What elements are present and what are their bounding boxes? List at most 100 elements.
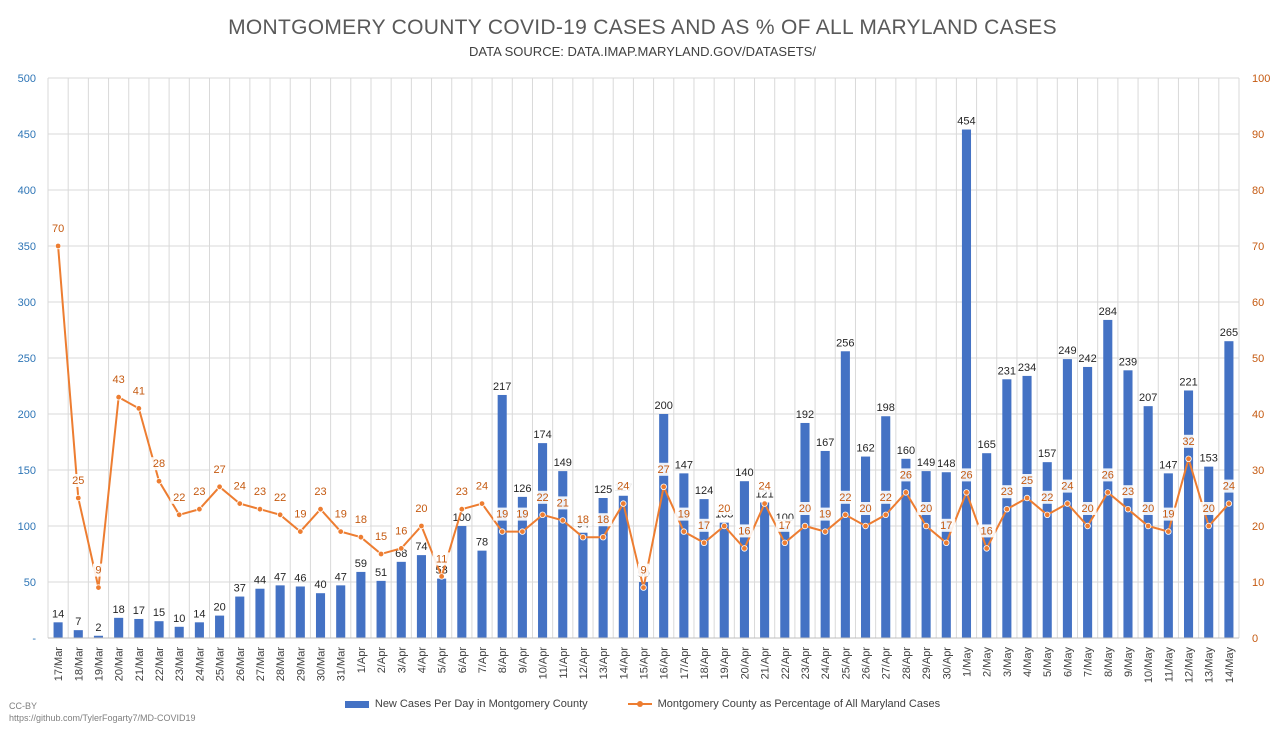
percent-point	[519, 528, 526, 535]
percent-value-label: 24	[1061, 481, 1073, 493]
x-tick-label: 2/Apr	[376, 647, 388, 674]
bar	[73, 630, 83, 638]
bar	[315, 593, 326, 638]
percent-value-label: 19	[335, 509, 347, 521]
y-left-tick-label: 350	[18, 241, 36, 253]
percent-value-label: 28	[153, 458, 165, 470]
bar	[134, 618, 144, 638]
percent-value-label: 17	[779, 520, 791, 532]
x-tick-label: 10/May	[1143, 647, 1155, 684]
x-tick-label: 15/Apr	[639, 647, 651, 680]
percent-point	[902, 489, 910, 496]
percent-label-bg	[695, 518, 714, 532]
x-tick-label: 7/May	[1083, 647, 1095, 677]
percent-point	[620, 500, 627, 507]
bar	[235, 596, 245, 638]
percent-value-label: 27	[658, 464, 670, 476]
bar	[376, 580, 386, 638]
x-tick-label: 23/Apr	[800, 647, 812, 680]
bar	[760, 502, 770, 638]
percent-label-bg	[816, 507, 835, 521]
percent-point	[1104, 489, 1111, 496]
percent-label-bg	[775, 518, 794, 532]
percent-point	[75, 494, 82, 502]
percent-value-label: 24	[758, 481, 770, 493]
bar-value-label: 7	[75, 616, 81, 628]
bar-value-label: 74	[415, 541, 427, 553]
bar-value-label: 40	[314, 579, 326, 591]
percent-value-label: 19	[294, 509, 306, 521]
bar	[780, 526, 790, 638]
percent-label-bg	[1159, 507, 1178, 521]
percent-point	[1144, 522, 1152, 530]
percent-point	[1084, 522, 1091, 530]
x-tick-label: 6/Apr	[457, 647, 469, 674]
percent-label-bg	[836, 490, 855, 504]
bar	[396, 561, 406, 638]
percent-label-bg	[1199, 502, 1218, 515]
bar	[659, 414, 669, 638]
percent-value-label: 22	[880, 492, 892, 504]
percent-point	[943, 539, 950, 546]
bar	[558, 471, 568, 638]
bar	[275, 585, 285, 638]
percent-point	[821, 528, 829, 535]
percent-point	[842, 511, 849, 518]
percent-value-label: 43	[113, 374, 125, 386]
legend-line-swatch	[627, 699, 652, 709]
bar-value-label: 153	[1200, 453, 1218, 465]
x-tick-label: 17/Mar	[53, 647, 65, 682]
bar-value-label: 78	[476, 537, 488, 549]
bar-value-label: 124	[695, 485, 713, 497]
x-tick-label: 7/Apr	[477, 647, 489, 674]
percent-label-bg	[412, 502, 431, 515]
percent-label-bg	[937, 518, 956, 532]
bar	[961, 129, 972, 638]
bar-value-label: 147	[1159, 459, 1177, 471]
percent-label-bg	[49, 222, 68, 235]
percent-label-bg	[210, 462, 229, 476]
bar-value-label: 217	[493, 381, 511, 393]
bar	[1143, 406, 1153, 638]
percent-label-bg	[1179, 434, 1198, 448]
percent-point	[963, 489, 970, 496]
bar-value-label: 149	[554, 457, 572, 469]
x-tick-label: 12/Apr	[578, 647, 590, 680]
x-tick-label: 23/Mar	[174, 647, 186, 682]
legend-item-percent[interactable]: Montgomery County as Percentage of All M…	[627, 698, 940, 710]
percent-point	[721, 522, 728, 530]
percent-value-label: 19	[1162, 509, 1174, 521]
bar	[1163, 473, 1173, 638]
bar-value-label: 149	[917, 457, 935, 469]
percent-value-label: 26	[960, 469, 972, 481]
percent-value-label: 23	[456, 486, 468, 498]
percent-label-bg	[311, 485, 330, 499]
source-url-link[interactable]: https://github.com/TylerFogarty7/MD-COVI…	[9, 713, 196, 723]
percent-label-bg	[129, 384, 148, 398]
percent-label-bg	[674, 507, 693, 521]
percent-label-bg	[1098, 468, 1117, 482]
percent-point	[680, 528, 688, 535]
percent-point	[1064, 500, 1071, 507]
percent-label-bg	[1219, 479, 1238, 493]
percent-label-bg	[997, 485, 1016, 499]
percent-label-bg	[230, 479, 249, 493]
bar	[114, 617, 124, 638]
x-tick-label: 25/Apr	[840, 647, 852, 680]
percent-value-label: 23	[254, 486, 266, 498]
percent-value-label: 19	[516, 509, 528, 521]
percent-label-bg	[715, 502, 734, 515]
y-left-tick-label: 500	[18, 73, 36, 85]
percent-value-label: 24	[234, 481, 246, 493]
y-right-tick-label: 60	[1252, 297, 1264, 309]
percent-point	[95, 584, 102, 591]
bar-value-label: 256	[836, 337, 854, 349]
y-left-tick-label: 100	[18, 521, 36, 533]
legend-item-cases[interactable]: New Cases Per Day in Montgomery County	[344, 698, 588, 710]
bar	[679, 473, 689, 638]
x-tick-label: 19/Mar	[93, 647, 105, 682]
y-right-tick-label: 70	[1252, 241, 1264, 253]
bar	[921, 471, 931, 638]
percent-label-bg	[896, 468, 915, 482]
percent-label-bg	[573, 513, 592, 527]
